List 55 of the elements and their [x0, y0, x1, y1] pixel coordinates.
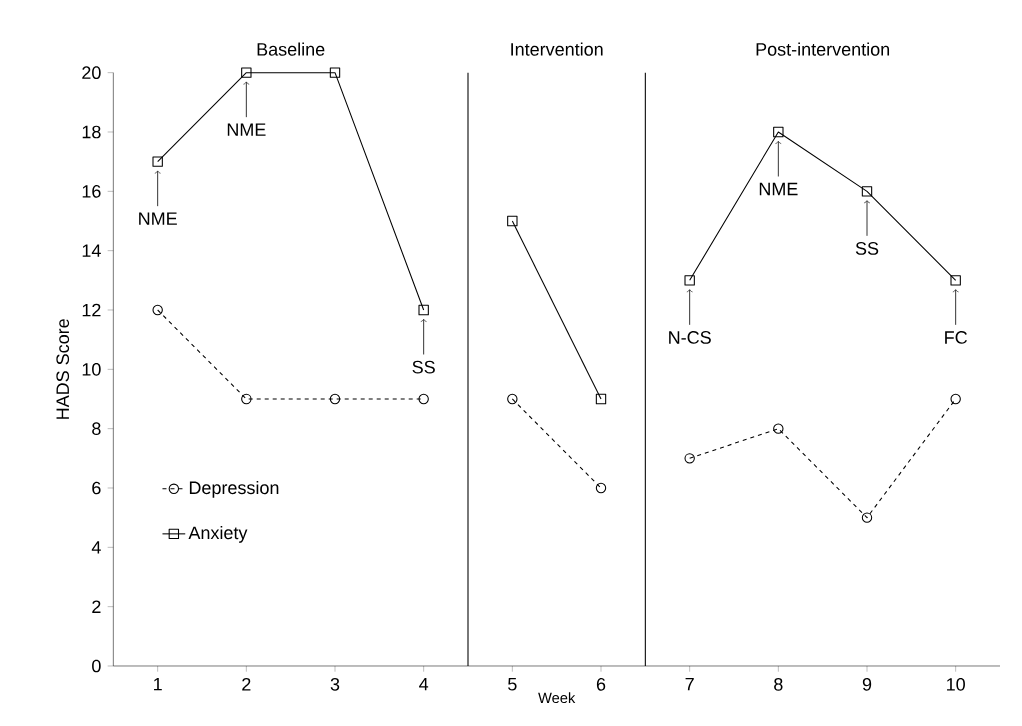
point	[507, 215, 518, 227]
x-tick-label: 1	[154, 677, 162, 691]
x-tick-label: 4	[419, 677, 429, 691]
point	[684, 275, 695, 286]
y-tick-label: 16	[82, 184, 101, 198]
annotation: NME	[139, 212, 177, 225]
y-tick-label: 0	[92, 659, 101, 673]
point	[773, 126, 784, 138]
y-tick-label: 14	[82, 244, 101, 257]
y-tick-label: 2	[92, 600, 101, 613]
y-tick-label: 20	[82, 66, 101, 80]
legend-label: Anxiety	[188, 525, 248, 543]
x-tick-label: 10	[947, 677, 965, 691]
point	[152, 156, 163, 167]
y-tick-label: 6	[92, 481, 101, 495]
point	[773, 423, 784, 434]
y-tick-label: 4	[91, 541, 101, 554]
point	[329, 393, 341, 405]
point	[861, 186, 873, 197]
point	[241, 393, 252, 405]
point	[684, 453, 695, 464]
point	[861, 512, 873, 523]
annotation: N-CS	[669, 331, 711, 344]
point	[595, 482, 607, 494]
x-tick-label: 3	[330, 677, 340, 691]
x-axis-title: Week	[538, 692, 576, 704]
point	[329, 67, 341, 78]
x-tick-label: 9	[862, 677, 872, 691]
y-tick-label: 18	[82, 125, 101, 139]
x-tick-label: 5	[508, 677, 517, 691]
x-tick-label: 2	[242, 677, 251, 691]
annotation: FC	[945, 331, 967, 344]
y-tick-label: 10	[82, 362, 101, 376]
x-tick-label: 7	[685, 677, 694, 691]
legend-label: Depression	[189, 480, 279, 498]
annotation: SS	[855, 242, 879, 255]
text: Post-intervention	[756, 42, 890, 56]
x-tick-label: 8	[774, 677, 783, 691]
annotation: NME	[759, 182, 798, 196]
point	[241, 67, 252, 78]
point	[418, 304, 429, 316]
text: Baseline	[257, 42, 325, 56]
point	[950, 275, 961, 286]
point	[152, 304, 163, 316]
y-tick-label: 8	[92, 422, 101, 436]
point	[595, 393, 607, 405]
y-axis-title: HADS Score	[56, 319, 70, 419]
x-tick-label: 6	[596, 677, 606, 691]
point	[418, 393, 429, 405]
text: Intervention	[511, 42, 603, 56]
point	[507, 393, 518, 405]
annotation: NME	[227, 123, 266, 136]
point	[950, 393, 961, 405]
annotation: SS	[412, 360, 435, 374]
y-tick-label: 12	[82, 303, 101, 317]
